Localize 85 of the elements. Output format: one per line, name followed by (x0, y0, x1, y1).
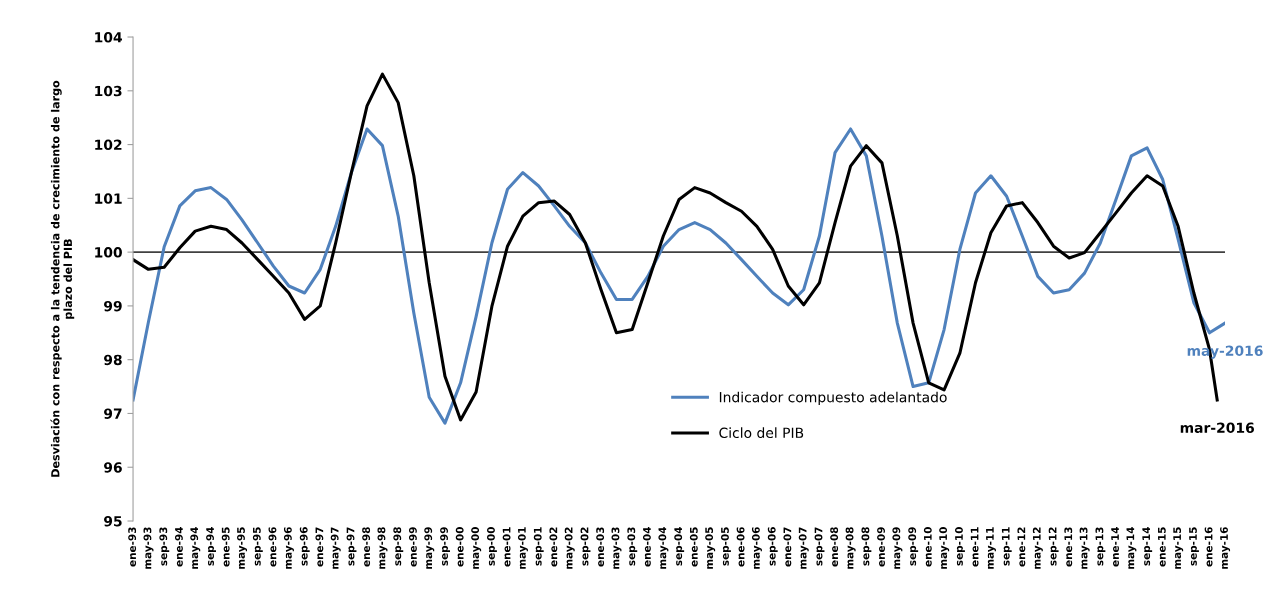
x-tick-label: may-02 (564, 527, 575, 569)
x-tick-label: ene-11 (970, 527, 979, 567)
x-tick-label: may-11 (986, 527, 996, 569)
x-tick-label: sep-08 (861, 527, 872, 566)
y-tick-label: 102 (95, 139, 122, 151)
x-tick-label: may-08 (845, 527, 856, 569)
x-tick-label: ene-95 (221, 527, 230, 567)
y-tick-label: 96 (104, 462, 122, 473)
x-tick-label: may-95 (237, 527, 248, 569)
x-tick-label: sep-00 (487, 527, 497, 566)
x-tick-label: may-07 (798, 527, 809, 569)
x-tick-label: sep-10 (955, 527, 965, 566)
x-tick-label: sep-02 (580, 527, 591, 566)
x-tick-label: ene-02 (549, 527, 558, 567)
x-tick-label: sep-11 (1001, 527, 1012, 566)
x-tick-label: sep-98 (393, 527, 404, 566)
x-tick-label: ene-97 (315, 527, 324, 567)
x-tick-label: may-13 (1079, 527, 1090, 569)
x-tick-label: ene-05 (689, 527, 698, 567)
y-tick-label: 98 (104, 354, 122, 366)
x-tick-label: sep-95 (252, 527, 263, 566)
x-tick-label: sep-06 (767, 527, 778, 566)
x-tick-label: sep-96 (299, 527, 310, 566)
x-tick-label: may-01 (517, 527, 528, 569)
x-tick-label: ene-12 (1017, 527, 1026, 567)
x-tick-label: sep-15 (1189, 527, 1199, 566)
x-tick-label: ene-16 (1204, 527, 1213, 567)
x-tick-label: may-12 (1032, 527, 1043, 569)
x-tick-label: ene-15 (1158, 527, 1166, 567)
x-tick-label: sep-13 (1095, 527, 1106, 566)
x-tick-label: ene-09 (877, 527, 885, 567)
x-tick-label: ene-98 (362, 527, 371, 567)
x-tick-label: ene-14 (1111, 527, 1119, 567)
x-tick-label: may-94 (190, 527, 201, 569)
y-tick-label: 101 (95, 193, 122, 204)
x-tick-label: sep-07 (814, 527, 825, 566)
x-tick-label: sep-12 (1048, 527, 1059, 566)
y-tick-label: 97 (104, 408, 122, 419)
x-tick-label: may-96 (283, 527, 294, 569)
legend-label: Indicador compuesto adelantado (719, 391, 947, 406)
x-tick-label: ene-03 (596, 527, 605, 567)
x-tick-label: sep-97 (346, 527, 357, 566)
x-tick-label: may-16 (1220, 527, 1231, 569)
x-tick-label: may-93 (143, 527, 154, 569)
x-tick-label: ene-08 (830, 527, 839, 567)
x-tick-label: may-97 (330, 527, 341, 569)
x-tick-label: sep-09 (908, 527, 919, 566)
y-tick-label: 100 (95, 247, 122, 258)
y-tick-label: 99 (104, 300, 122, 312)
x-tick-label: may-09 (892, 527, 903, 569)
x-tick-label: ene-10 (923, 527, 932, 567)
x-tick-label: sep-04 (674, 527, 685, 566)
x-tick-label: sep-03 (627, 527, 638, 566)
x-tick-label: ene-13 (1064, 527, 1073, 567)
x-tick-label: may-00 (471, 527, 482, 569)
x-tick-label: ene-99 (408, 527, 417, 567)
y-tick-label: 95 (104, 515, 122, 527)
x-tick-label: sep-05 (721, 527, 731, 566)
x-tick-label: may-14 (1126, 527, 1137, 569)
x-tick-label: may-99 (424, 527, 435, 569)
x-tick-label: ene-00 (455, 527, 464, 567)
x-tick-label: may-15 (1173, 527, 1184, 569)
x-tick-label: sep-94 (206, 527, 216, 566)
y-axis-title: Desviación con respecto a la tendencia de crecimiento de largo plazo del PIB (50, 80, 75, 477)
y-tick-label: 103 (95, 85, 122, 97)
x-tick-label: ene-06 (736, 527, 745, 567)
x-tick-label: ene-93 (128, 527, 137, 567)
x-tick-label: ene-07 (783, 527, 792, 567)
x-tick-label: ene-96 (268, 527, 277, 567)
x-tick-label: sep-14 (1142, 527, 1153, 566)
x-tick-label: ene-94 (174, 527, 183, 567)
x-tick-label: may-03 (611, 527, 622, 569)
x-tick-label: may-05 (705, 527, 716, 569)
x-tick-label: sep-93 (159, 527, 170, 566)
x-tick-label: sep-01 (533, 527, 544, 566)
y-tick-label: 104 (95, 31, 122, 43)
x-tick-label: may-04 (658, 527, 669, 569)
annotation: mar-2016 (1180, 422, 1254, 433)
legend-label: Ciclo del PIB (719, 427, 804, 439)
x-tick-label: may-98 (377, 527, 388, 569)
x-tick-label: ene-04 (642, 527, 651, 567)
x-tick-label: ene-01 (502, 527, 511, 567)
x-tick-label: may-06 (751, 527, 762, 569)
x-tick-label: sep-99 (440, 527, 450, 566)
x-tick-label: may-10 (939, 527, 950, 569)
